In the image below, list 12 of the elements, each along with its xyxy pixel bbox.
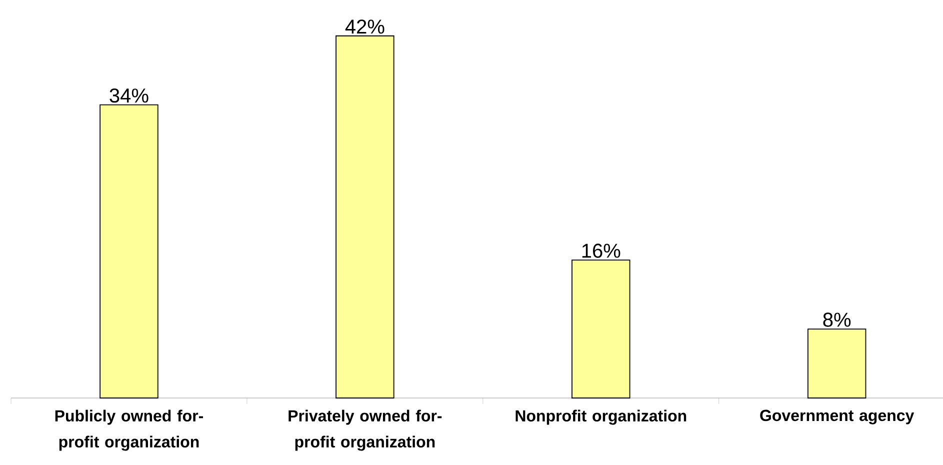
x-tick-label: Nonprofit organization: [516, 410, 686, 425]
data-label: 8%: [823, 312, 851, 327]
data-label: 16%: [582, 244, 620, 258]
bar: [336, 35, 394, 398]
bar: [100, 104, 158, 398]
data-label: 42%: [345, 20, 384, 34]
data-label: 34%: [110, 88, 148, 103]
x-tick-label: Government agency: [760, 410, 914, 424]
x-tick-label: Privately owned for-profit organization: [288, 410, 442, 451]
bar: [807, 328, 866, 398]
bar: [572, 260, 630, 398]
x-tick-label: Publicly owned for-profit organization: [55, 410, 204, 451]
